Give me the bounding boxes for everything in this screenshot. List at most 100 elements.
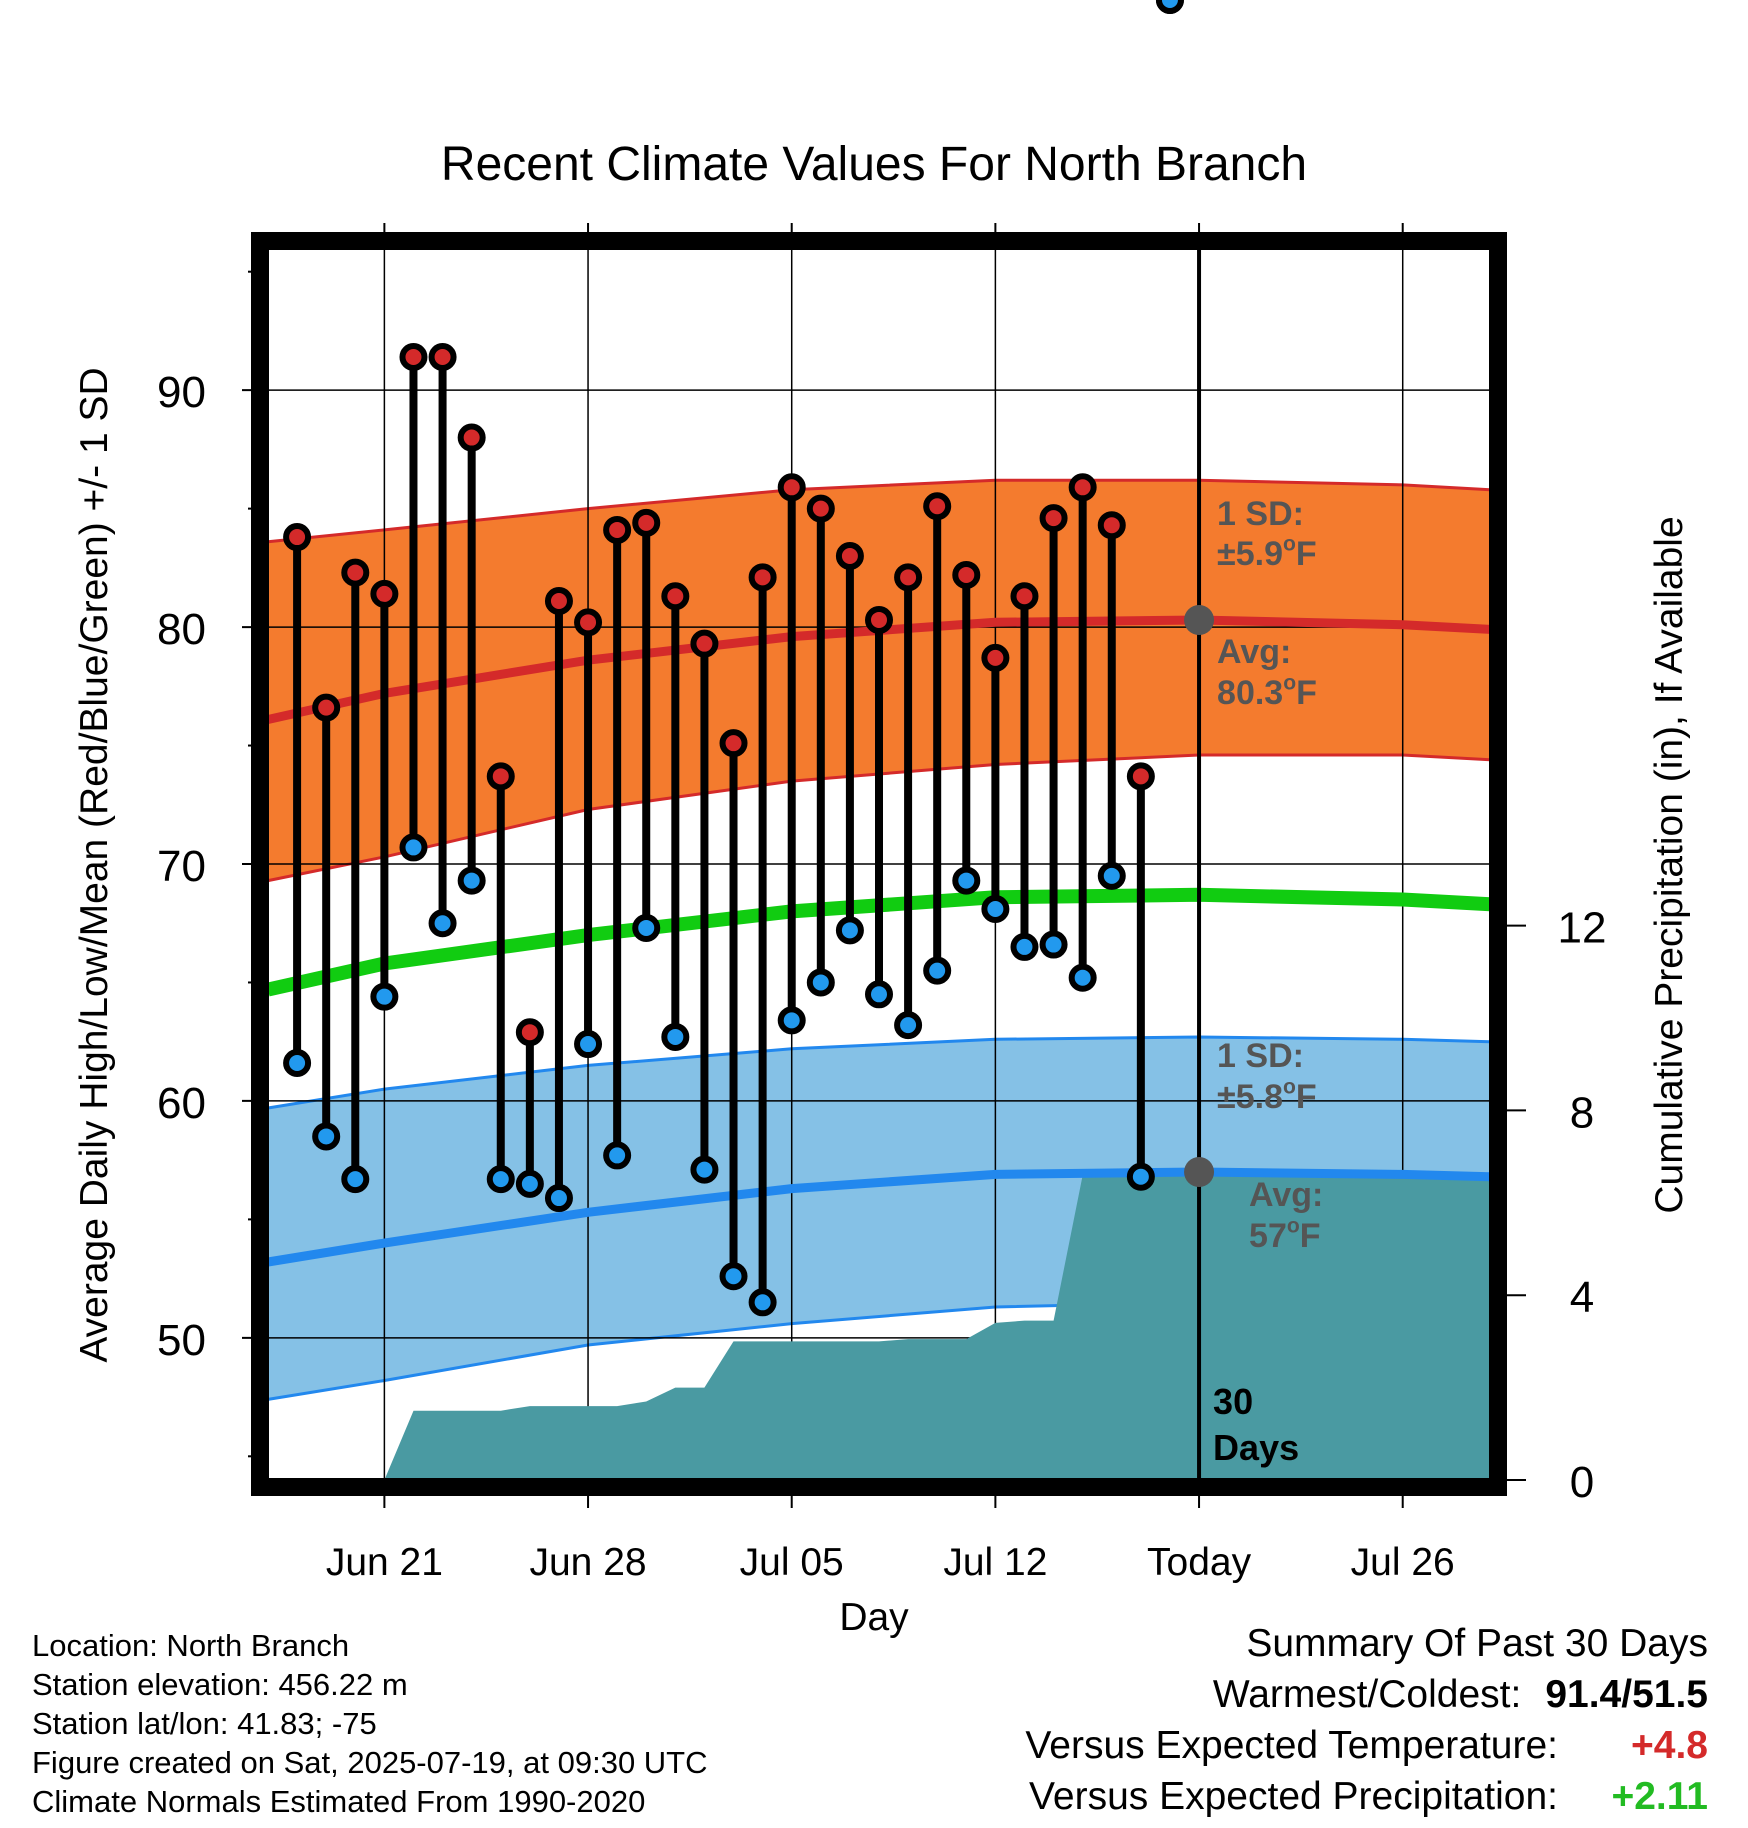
high-point [981,643,1010,672]
high-avg-value: 80.3oF [1217,672,1317,712]
low-point [748,1288,777,1317]
high-point [574,608,603,637]
high-point [865,605,893,634]
low-point [428,909,457,938]
high-point [370,579,399,608]
low-sd-band [268,1037,1490,1400]
y-tick-label: 50 [157,1316,206,1365]
window-count: 30 [1213,1381,1253,1422]
y-tick-label: 60 [157,1079,206,1128]
high-point [719,729,748,758]
y2-tick-label: 0 [1570,1458,1594,1507]
low-point [690,1155,719,1184]
high-point [1010,582,1039,611]
low-point [1126,1162,1155,1191]
low-sd-value: ±5.8oF [1217,1076,1317,1116]
high-point [1126,762,1155,791]
x-tick-label: Today [1147,1541,1252,1584]
normal-lines [266,615,1491,1267]
warmest-value: 91.4/51.5 [1545,1673,1708,1716]
high-point [515,1018,544,1047]
low-point [1010,932,1039,961]
x-tick-label: Jul 26 [1351,1541,1455,1584]
high-point [952,560,981,589]
temp-label: Versus Expected Temperature: [1025,1724,1558,1767]
high-point [835,542,864,570]
precip-value: +2.11 [1611,1775,1708,1818]
low-point [777,1006,806,1035]
low-point [719,1262,748,1291]
axes: 50 60 70 80 90 0 4 8 12 Jun 21 Jun 28 Jul 05 Jul 12 T… [157,223,1606,1584]
x-tick-label: Jul 12 [943,1541,1047,1584]
low-point [370,982,399,1011]
high-sd-value: ±5.9oF [1217,533,1317,573]
summary-warmest-row: Warmest/Coldest: 91.4/51.5 [808,1669,1708,1720]
warmest-label: Warmest/Coldest: [1212,1673,1522,1716]
chart-title: Recent Climate Values For North Branch [441,138,1307,191]
low-avg-value: 57oF [1249,1215,1321,1255]
normals-text: Climate Normals Estimated From 1990-2020 [32,1784,646,1819]
summary-panel: Summary Of Past 30 Days Warmest/Coldest:… [808,1618,1708,1822]
today-high-normal-dot [1184,604,1215,635]
created-text: Figure created on Sat, 2025-07-19, at 09… [32,1745,708,1780]
today-low-normal-dot [1184,1157,1215,1187]
low-point [1039,930,1068,959]
high-point [544,587,573,616]
low-point [1155,0,1184,14]
high-point [486,762,515,791]
low-point [835,916,864,945]
high-point [894,563,923,592]
high-point [603,515,632,544]
high-point [690,629,719,658]
low-point [661,1022,690,1051]
low-point [603,1141,632,1170]
low-point [1068,963,1097,992]
y2-tick-label: 8 [1570,1088,1594,1137]
low-point [399,833,428,862]
high-point [748,563,777,592]
x-tick-label: Jun 28 [529,1541,646,1584]
y-tick-label: 80 [157,605,206,654]
y-tick-label: 70 [157,842,206,891]
location-text: Location: North Branch [32,1628,350,1663]
high-point [923,492,952,521]
low-point [894,1011,923,1040]
high-point [1068,473,1097,502]
high-point [457,423,486,452]
high-point [1097,511,1126,540]
low-sd-label: 1 SD: [1217,1037,1304,1075]
low-point [1097,861,1126,890]
precip-label: Versus Expected Precipitation: [1029,1775,1558,1818]
low-point [574,1030,603,1059]
low-point [806,968,835,997]
high-avg-label: Avg: [1217,633,1291,671]
elevation-text: Station elevation: 456.22 m [32,1667,408,1702]
high-point [1039,504,1068,533]
normal-mean-line [266,887,1491,997]
y2-tick-label: 12 [1558,904,1607,953]
latlon-text: Station lat/lon: 41.83; -75 [32,1706,377,1741]
high-point [283,523,312,552]
high-point [428,342,457,371]
high-point [777,473,806,502]
y2-axis-label: Cumulative Precipitation (in), If Availa… [1648,516,1691,1213]
high-point [661,582,690,611]
low-point [952,866,981,895]
high-point [399,342,428,371]
station-info: Location: North Branch Station elevation… [32,1626,852,1821]
normal-high-line [267,615,1491,724]
low-point [486,1165,515,1194]
x-axis-label: Day [839,1596,909,1639]
y-axis-label: Average Daily High/Low/Mean (Red/Blue/Gr… [73,367,116,1362]
low-point [457,866,486,895]
summary-temp-row: Versus Expected Temperature: +4.8 [808,1720,1708,1771]
high-point [341,558,370,587]
summary-title: Summary Of Past 30 Days [1246,1622,1708,1665]
high-point [312,693,341,722]
low-point [283,1049,312,1078]
high-point [806,494,835,523]
window-unit: Days [1213,1427,1299,1468]
low-point [923,956,952,985]
low-sd-upper-edge [267,1035,1491,1110]
